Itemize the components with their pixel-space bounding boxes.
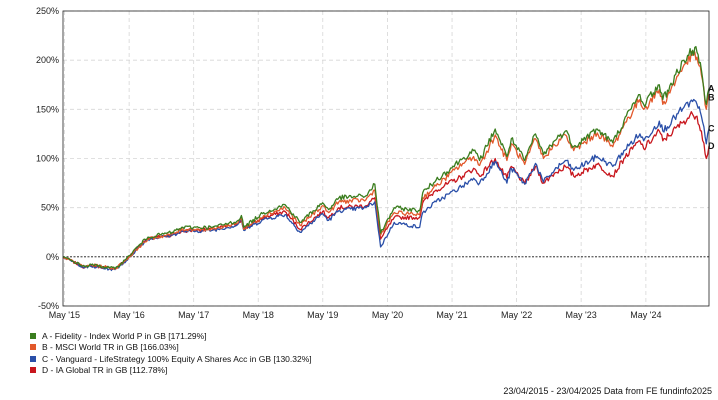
- y-tick-label: -50%: [38, 301, 59, 311]
- y-tick-label: 250%: [36, 6, 59, 16]
- x-tick-label: May '15: [49, 310, 80, 320]
- y-tick-label: 50%: [41, 203, 59, 213]
- end-label-b: B: [708, 92, 715, 102]
- x-tick-label: May '18: [243, 310, 274, 320]
- x-tick-label: May '19: [307, 310, 338, 320]
- y-tick-label: 200%: [36, 55, 59, 65]
- legend-swatch-b: [30, 344, 36, 350]
- end-label-a: A: [708, 83, 715, 93]
- legend-item-a: A - Fidelity - Index World P in GB [171.…: [30, 330, 312, 341]
- x-tick-label: May '17: [178, 310, 209, 320]
- y-axis-ticks: -50% 0% 50% 100% 150% 200% 250%: [36, 6, 59, 311]
- end-label-d: D: [708, 141, 715, 151]
- legend-item-c: C - Vanguard - LifeStrategy 100% Equity …: [30, 353, 312, 364]
- legend-label-d: D - IA Global TR in GB [112.78%]: [42, 365, 168, 375]
- series-line-b: [62, 50, 710, 270]
- legend-item-b: B - MSCI World TR in GB [166.03%]: [30, 342, 312, 353]
- y-tick-label: 150%: [36, 104, 59, 114]
- series-line-d: [62, 111, 710, 270]
- series-line-c: [62, 98, 710, 272]
- series-line-a: [62, 45, 710, 270]
- legend-item-d: D - IA Global TR in GB [112.78%]: [30, 365, 312, 376]
- end-label-c: C: [708, 124, 715, 134]
- x-tick-label: May '21: [436, 310, 467, 320]
- legend-swatch-a: [30, 332, 36, 339]
- legend-label-a: A - Fidelity - Index World P in GB [171.…: [42, 330, 207, 341]
- x-tick-label: May '22: [501, 310, 532, 320]
- chart-grid: [63, 10, 709, 307]
- x-axis-ticks: May '15 May '16 May '17 May '18 May '19 May '…: [49, 310, 662, 320]
- chart-legend: A - Fidelity - Index World P in GB [171.…: [30, 330, 312, 376]
- series-lines: [62, 45, 710, 272]
- plot-frame: [62, 10, 710, 307]
- y-tick-label: 0%: [46, 252, 59, 262]
- legend-label-b: B - MSCI World TR in GB [166.03%]: [42, 342, 179, 352]
- legend-swatch-d: [30, 367, 36, 373]
- y-tick-label: 100%: [36, 154, 59, 164]
- series-end-labels: AB CD: [708, 83, 715, 151]
- chart-footer: 23/04/2015 - 23/04/2025 Data from FE fun…: [503, 386, 712, 396]
- x-tick-label: May '16: [114, 310, 145, 320]
- x-tick-label: May '23: [566, 310, 597, 320]
- x-tick-label: May '20: [372, 310, 403, 320]
- legend-swatch-c: [30, 355, 36, 362]
- x-tick-label: May '24: [630, 310, 661, 320]
- legend-label-c: C - Vanguard - LifeStrategy 100% Equity …: [42, 353, 312, 364]
